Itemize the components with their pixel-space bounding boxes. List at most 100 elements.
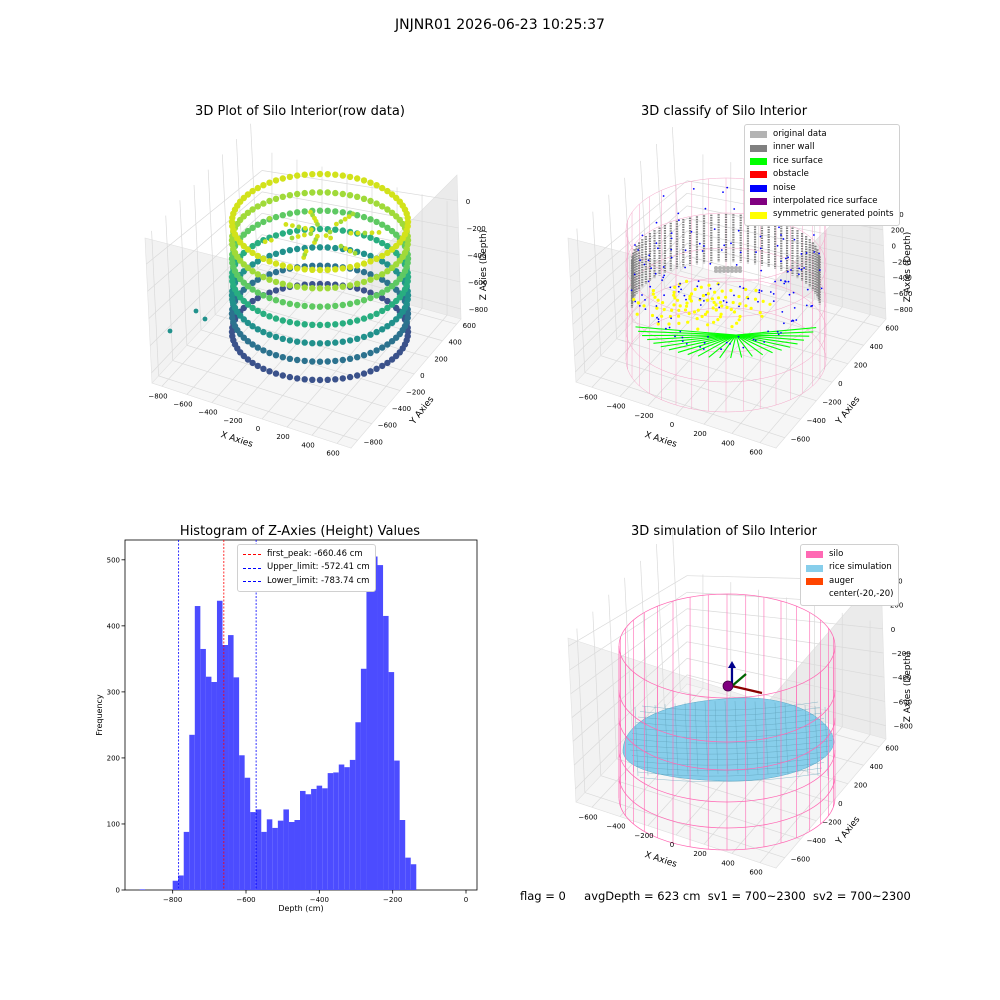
panel2-noise-point: [811, 304, 814, 307]
panel2-legend: original data inner wall rice surface obsta…: [744, 124, 900, 226]
panel1-point: [272, 177, 280, 184]
panel1-point: [332, 357, 339, 365]
panel1-point: [272, 195, 280, 202]
histogram-bar: [338, 764, 345, 890]
histogram-bar: [360, 668, 367, 890]
panel3-title: Histogram of Z-Axies (Height) Values: [179, 524, 421, 539]
panel2-noise-point: [739, 285, 741, 288]
panel2-symmetric-point: [716, 296, 721, 300]
legend-swatch: [750, 211, 767, 219]
legend-label: auger: [829, 575, 854, 586]
panel2-original-point: [722, 266, 726, 270]
panel2-rice-point: [735, 334, 798, 345]
panel2-noise-point: [657, 318, 660, 321]
panel2-y-tick-label: −400: [807, 417, 826, 425]
panel1-point: [379, 362, 386, 370]
panel1-outlier-point: [193, 308, 199, 314]
panel2-noise-point: [703, 300, 705, 302]
legend-swatch: [806, 564, 823, 572]
panel2-symmetric-point: [738, 314, 742, 319]
status-flag: flag = 0: [520, 889, 566, 903]
panel1-point: [309, 303, 316, 310]
panel2-noise-point: [718, 306, 721, 309]
panel1-point: [339, 283, 346, 290]
panel2-noise-point: [742, 287, 745, 289]
panel2-original-point: [726, 269, 730, 273]
panel2-x-tick-label: −400: [606, 403, 625, 411]
panel1-point: [266, 349, 273, 357]
panel2-noise-point: [647, 280, 650, 283]
panel2-noise-point: [738, 305, 740, 308]
panel2-noise-point: [707, 335, 709, 338]
panel4-x-tick-label: 400: [721, 859, 734, 867]
panel2-noise-point: [637, 249, 640, 251]
panel2-noise-point: [725, 341, 728, 344]
panel2-symmetric-point: [676, 298, 680, 302]
panel2-legend-entry: original data: [750, 128, 894, 141]
panel1-point: [309, 227, 314, 233]
legend-label: center(-20,-20): [829, 589, 894, 600]
panel1-point: [254, 362, 261, 370]
panel2-noise-point: [818, 252, 820, 255]
legend-swatch: [750, 198, 767, 206]
panel2-noise-point: [793, 238, 796, 241]
panel2-noise-point: [663, 274, 666, 277]
panel1-point: [373, 255, 380, 262]
panel1-point: [279, 262, 286, 269]
histogram-bar: [200, 648, 206, 890]
panel2-noise-point: [641, 294, 643, 296]
rice-mesh-line: [704, 701, 709, 775]
silo-wire-ring: [618, 775, 836, 829]
panel1-point: [260, 218, 267, 226]
panel1-point: [279, 285, 286, 292]
panel4-legend-entry: rice simulation: [806, 561, 893, 574]
panel2-rice-point: [719, 334, 737, 359]
panel2-symmetric-point: [718, 300, 723, 304]
panel1-point: [360, 278, 368, 286]
panel2-symmetric-point: [695, 317, 699, 321]
panel1-point: [373, 273, 380, 281]
panel1-point: [388, 356, 396, 363]
panel1-point: [266, 331, 273, 338]
panel1-point: [316, 170, 324, 178]
panel1-point: [367, 368, 374, 375]
panel2-noise-point: [654, 272, 657, 275]
panel1-point: [384, 224, 391, 231]
panel2-y-tick-label: 0: [838, 380, 842, 388]
rice-mesh-line: [644, 706, 649, 776]
panel1-point: [339, 375, 346, 382]
panel1-point: [309, 285, 316, 292]
panel2-symmetric-point: [706, 292, 710, 296]
panel1-point: [254, 344, 261, 351]
panel1-point: [266, 271, 273, 278]
panel2-noise-point: [759, 247, 762, 250]
histogram-bar: [383, 615, 389, 890]
panel2-original-point: [714, 269, 718, 273]
panel2-noise-point: [713, 228, 716, 231]
panel2-noise-point: [776, 244, 779, 247]
panel2-symmetric-point: [732, 310, 737, 314]
panel1-point: [324, 244, 331, 251]
panel1-point: [272, 250, 280, 257]
panel2-x-ticks: −600 −400 −200 0 200 400 600: [578, 393, 762, 456]
panel2-rice-point: [735, 334, 764, 356]
panel1-point: [384, 242, 391, 250]
figure-title: JNJNR01 2026-06-23 10:25:37: [395, 17, 605, 33]
panel2-3d-classify: −600 −400 −200 0 200 400 600 −600 −400 −200 0 200 4…: [567, 127, 913, 457]
panel2-noise-point: [780, 234, 782, 236]
legend-label: original data: [773, 129, 827, 139]
x-tick-label: −200: [383, 896, 402, 904]
panel2-noise-point: [726, 186, 729, 189]
legend-swatch: [806, 551, 823, 559]
histogram-bar: [261, 831, 267, 890]
panel1-point: [360, 268, 368, 276]
panel1-point: [379, 344, 386, 351]
panel1-point: [360, 370, 368, 377]
silo-wire-ring: [618, 689, 836, 743]
panel1-point: [367, 271, 374, 278]
panel1-point: [324, 376, 331, 383]
panel1-outlier-point: [202, 316, 208, 322]
panel1-point: [279, 372, 286, 379]
panel1-point: [266, 294, 273, 302]
histogram-bar: [266, 819, 273, 890]
